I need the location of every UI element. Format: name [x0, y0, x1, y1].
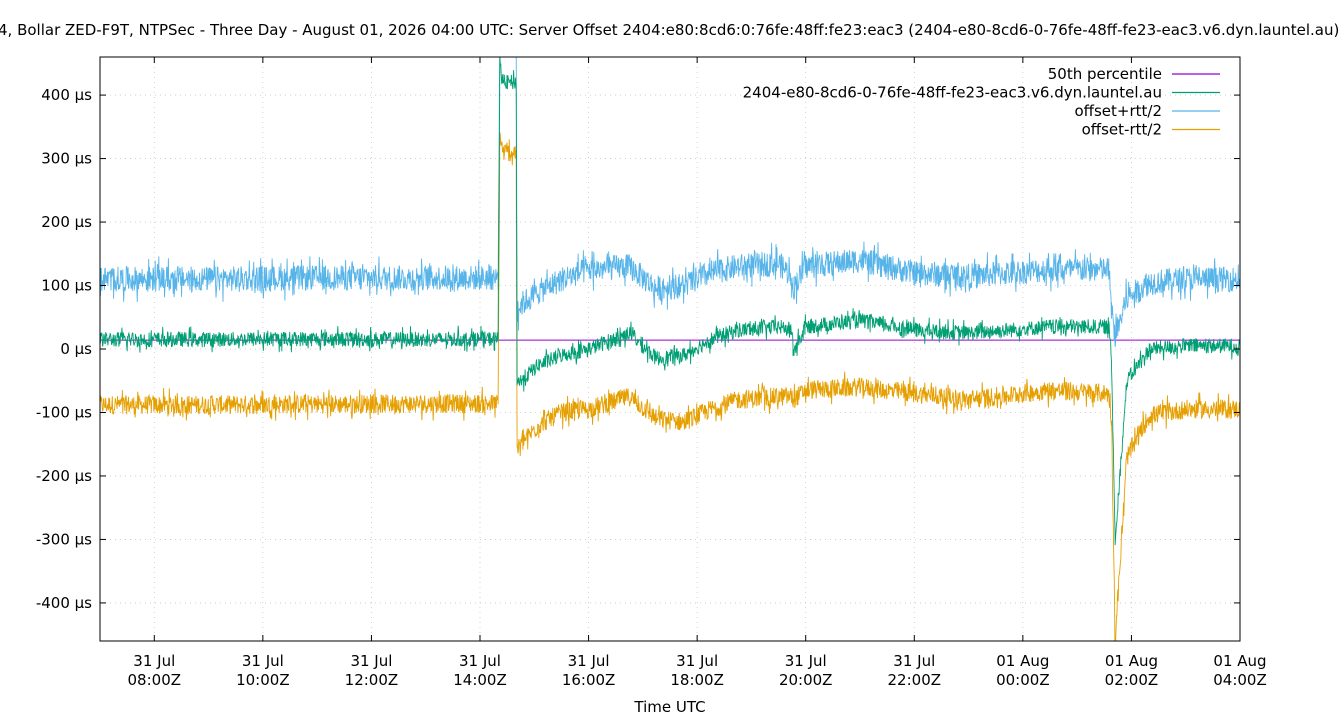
- y-tick-label: -300 µs: [36, 530, 92, 548]
- series-layer: [100, 57, 1240, 641]
- x-tick-label-date: 01 Aug: [1105, 652, 1158, 670]
- x-tick-label-time: 16:00Z: [562, 671, 616, 689]
- x-tick-label-time: 12:00Z: [345, 671, 399, 689]
- x-tick-label-date: 31 Jul: [893, 652, 935, 670]
- x-tick-label-time: 00:00Z: [996, 671, 1050, 689]
- y-tick-label: 0 µs: [60, 340, 92, 358]
- x-tick-label-date: 31 Jul: [242, 652, 284, 670]
- x-tick-label-date: 01 Aug: [996, 652, 1049, 670]
- x-tick-label-time: 08:00Z: [128, 671, 182, 689]
- x-tick-label-date: 31 Jul: [785, 652, 827, 670]
- x-axis-label: Time UTC: [633, 698, 705, 716]
- x-tick-label-date: 31 Jul: [568, 652, 610, 670]
- x-tick-label-date: 31 Jul: [676, 652, 718, 670]
- x-tick-label-time: 02:00Z: [1105, 671, 1159, 689]
- grid-lines: [100, 57, 1241, 641]
- x-tick-label-time: 18:00Z: [670, 671, 724, 689]
- x-tick-label-time: 04:00Z: [1213, 671, 1267, 689]
- x-tick-label-time: 10:00Z: [236, 671, 290, 689]
- x-tick-label-date: 31 Jul: [350, 652, 392, 670]
- x-tick-label-date: 31 Jul: [459, 652, 501, 670]
- legend: 50th percentile2404-e80-8cd6-0-76fe-48ff…: [743, 65, 1220, 139]
- x-tick-label-date: 01 Aug: [1213, 652, 1266, 670]
- series-line: [100, 132, 1240, 641]
- chart-title: 4, Bollar ZED-F9T, NTPSec - Three Day - …: [0, 21, 1339, 39]
- x-tick-label-date: 31 Jul: [133, 652, 175, 670]
- y-tick-label: -100 µs: [36, 403, 92, 421]
- y-tick-label: -200 µs: [36, 467, 92, 485]
- y-tick-label: 300 µs: [41, 150, 92, 168]
- x-tick-label-time: 22:00Z: [888, 671, 942, 689]
- legend-label: offset-rtt/2: [1082, 121, 1162, 139]
- legend-label: offset+rtt/2: [1074, 102, 1162, 120]
- series-line: [100, 57, 1240, 546]
- legend-label: 2404-e80-8cd6-0-76fe-48ff-fe23-eac3.v6.d…: [743, 84, 1162, 102]
- x-tick-label-time: 14:00Z: [453, 671, 507, 689]
- x-tick-label-time: 20:00Z: [779, 671, 833, 689]
- series-line: [100, 57, 1240, 347]
- y-tick-label: 100 µs: [41, 277, 92, 295]
- y-tick-label: 400 µs: [41, 86, 92, 104]
- y-axis: 400 µs 300 µs 200 µs 100 µs 0 µs -100 µs -200 …: [36, 86, 1240, 612]
- y-tick-label: 200 µs: [41, 213, 92, 231]
- y-tick-label: -400 µs: [36, 594, 92, 612]
- legend-label: 50th percentile: [1048, 65, 1162, 83]
